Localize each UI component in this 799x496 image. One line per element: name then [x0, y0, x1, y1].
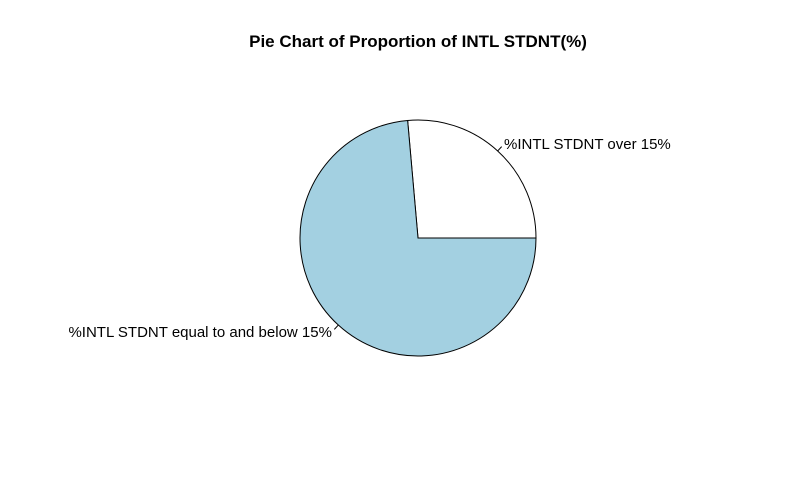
- pie-slice-0: [407, 119, 537, 239]
- pie-slice-label-1: %INTL STDNT equal to and below 15%: [68, 324, 331, 341]
- pie-labels: %INTL STDNT over 15% %INTL STDNT equal to…: [68, 136, 670, 341]
- pie-slice-label-0: %INTL STDNT over 15%: [504, 136, 671, 153]
- pie-slices: [299, 119, 537, 357]
- chart-title: Pie Chart of Proportion of INTL STDNT(%): [249, 32, 587, 51]
- pie-leader-line-0: [497, 146, 503, 152]
- pie-slice-1: [299, 119, 537, 357]
- pie-leader-lines: [333, 146, 503, 330]
- pie-leader-line-1: [333, 324, 339, 330]
